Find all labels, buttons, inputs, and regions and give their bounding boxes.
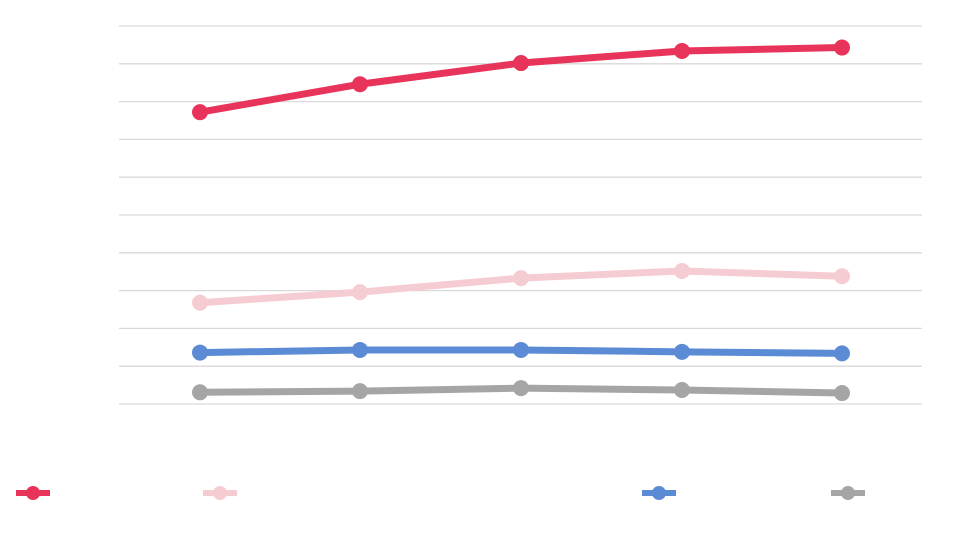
series-2-point-2[interactable] <box>352 284 368 301</box>
series-3-point-2[interactable] <box>352 341 368 358</box>
series-1-point-4[interactable] <box>674 42 690 59</box>
series-2-point-3[interactable] <box>513 270 529 287</box>
legend-dot-4 <box>841 486 855 500</box>
legend-marker-2 <box>203 486 237 500</box>
series-4-point-2[interactable] <box>352 383 368 400</box>
series-3-point-1[interactable] <box>192 344 208 361</box>
series-1-point-1[interactable] <box>192 104 208 121</box>
series-1-point-3[interactable] <box>513 55 529 72</box>
legend-entry-series-3[interactable] <box>642 480 682 506</box>
legend <box>0 480 956 510</box>
series-4-point-5[interactable] <box>834 385 850 402</box>
legend-entry-series-4[interactable] <box>831 480 871 506</box>
series-2-point-5[interactable] <box>834 268 850 285</box>
legend-marker-3 <box>642 486 676 500</box>
series-3-point-3[interactable] <box>513 341 529 358</box>
legend-marker-1 <box>16 486 50 500</box>
legend-dot-1 <box>26 486 40 500</box>
series-1-point-2[interactable] <box>352 76 368 93</box>
series-2-point-1[interactable] <box>192 294 208 311</box>
series-4-point-1[interactable] <box>192 384 208 401</box>
series-3-point-4[interactable] <box>674 343 690 360</box>
series-4-point-3[interactable] <box>513 380 529 397</box>
legend-entry-series-1[interactable] <box>16 480 56 506</box>
legend-dot-3 <box>652 486 666 500</box>
series-1-point-5[interactable] <box>834 39 850 56</box>
legend-dot-2 <box>213 486 227 500</box>
series-3-point-5[interactable] <box>834 345 850 362</box>
legend-entry-series-2[interactable] <box>203 480 243 506</box>
legend-marker-4 <box>831 486 865 500</box>
series-2-point-4[interactable] <box>674 262 690 279</box>
series-group <box>192 39 850 402</box>
series-4-point-4[interactable] <box>674 382 690 399</box>
